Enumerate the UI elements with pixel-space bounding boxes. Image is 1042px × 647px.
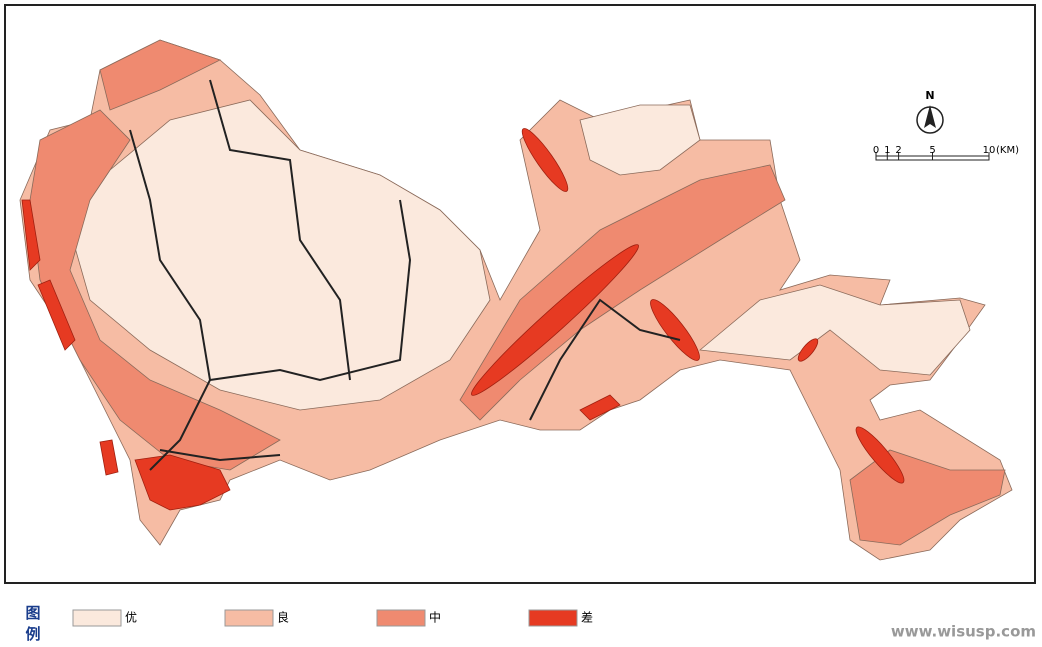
legend-label: 中 [429,610,441,625]
poor-zone [650,299,700,361]
medium-zone [459,164,786,421]
poor-zone [797,338,819,362]
medium-zone [99,39,222,111]
legend-label: 差 [581,611,593,625]
north-label: N [925,89,934,102]
poor-zone [134,454,231,511]
poor-zone [37,279,76,351]
district-boundary [209,79,351,381]
district-boundary [129,129,212,471]
district-boundary [159,449,281,462]
scale-label: 2 [895,145,901,156]
legend-label: 良 [277,610,289,625]
scale-label: 10 [983,145,996,156]
scale-label: 1 [884,145,890,156]
district-boundary [209,199,412,382]
legend-title: 图例 [24,605,42,647]
watermark: www.wisusp.com [891,623,1036,641]
scale-unit: (KM) [996,145,1019,156]
good-zone [579,104,701,176]
map-body [19,39,1013,561]
scale-label: 0 [873,145,879,156]
scale-bar: 0 1 2 5 10 (KM) [873,145,1019,161]
north-arrow: N [916,89,944,134]
legend-swatch [528,609,578,627]
legend: 优良中差 [72,609,593,627]
poor-zone [21,199,41,271]
district-boundary [529,298,681,421]
poor-zone [579,394,621,421]
legend-swatch [376,609,426,627]
poor-zone [471,244,639,396]
good-zone [69,99,491,411]
scale-label: 5 [929,145,935,156]
legend-swatch [224,609,274,627]
poor-zone [99,439,119,476]
poor-zone [855,426,905,484]
poor-zone [521,128,569,192]
legend-label: 优 [125,611,137,625]
legend-swatch [72,609,122,627]
